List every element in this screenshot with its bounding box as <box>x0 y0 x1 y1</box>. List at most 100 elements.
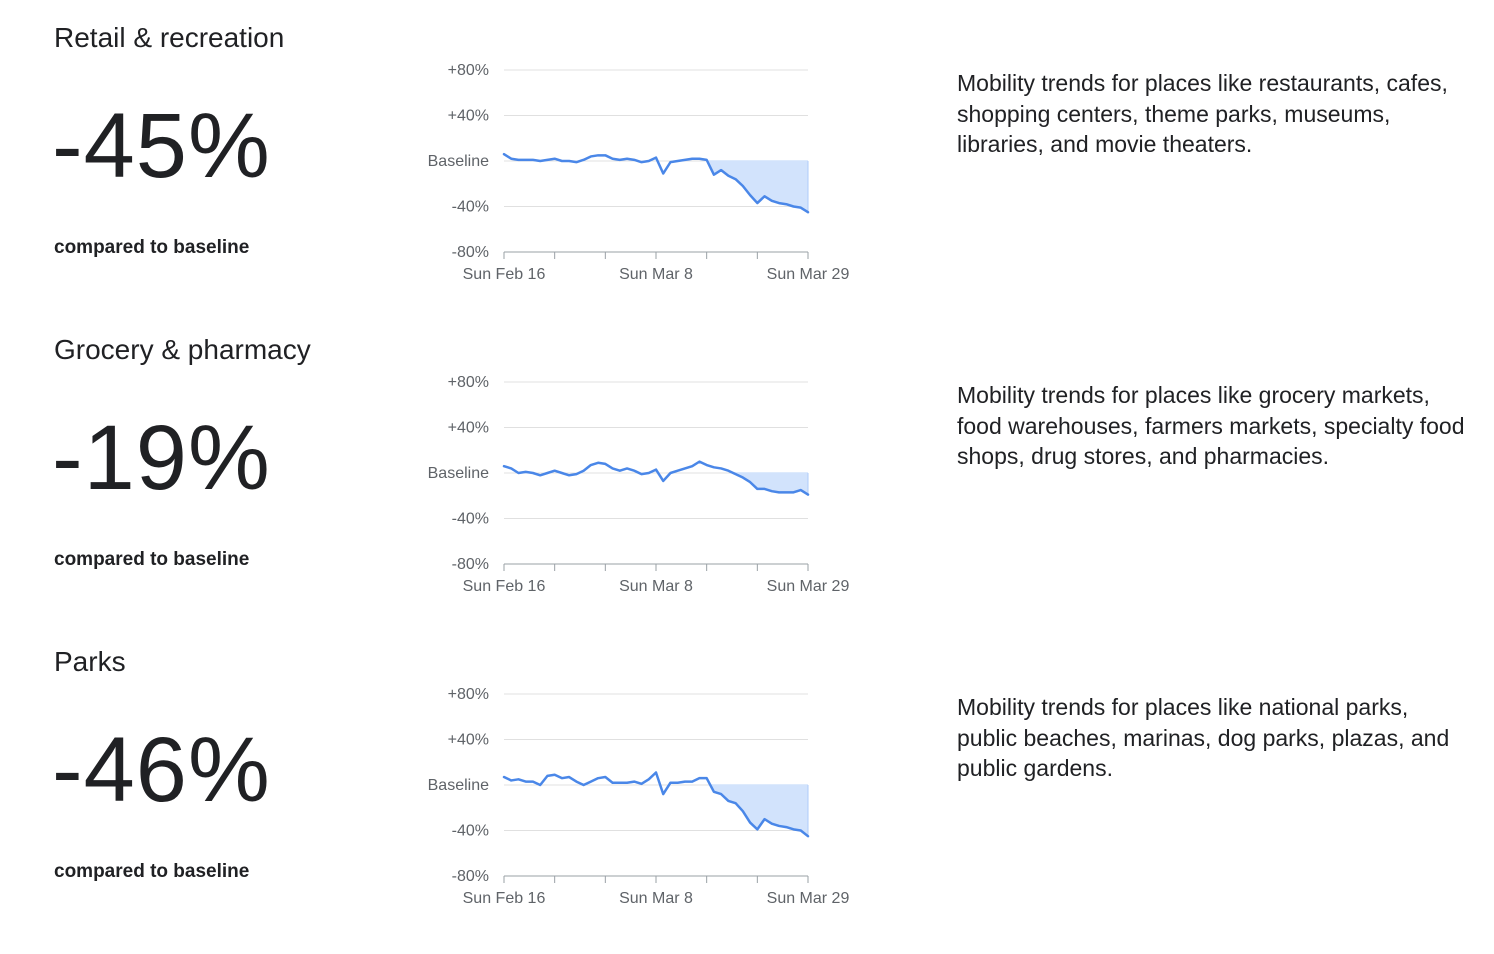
data-point <box>807 211 809 213</box>
x-tick-label: Sun Feb 16 <box>463 890 546 907</box>
data-point <box>590 780 592 782</box>
data-point <box>800 206 802 208</box>
data-point <box>597 154 599 156</box>
data-point <box>720 793 722 795</box>
below-baseline-area <box>733 473 808 495</box>
data-point <box>792 828 794 830</box>
data-point <box>553 470 555 472</box>
compared-label: compared to baseline <box>54 549 250 570</box>
section-grocery-pharmacy: Grocery & pharmacy -19% compared to base… <box>0 312 1494 624</box>
y-tick-label: -80% <box>452 244 489 261</box>
y-tick-label: -40% <box>452 823 489 840</box>
data-point <box>640 473 642 475</box>
data-point <box>633 780 635 782</box>
data-point <box>800 829 802 831</box>
data-point <box>539 160 541 162</box>
data-point <box>626 158 628 160</box>
data-point <box>771 200 773 202</box>
data-point <box>633 159 635 161</box>
x-tick-label: Sun Mar 8 <box>619 266 693 283</box>
data-point <box>517 159 519 161</box>
data-point <box>713 466 715 468</box>
data-point <box>597 777 599 779</box>
data-point <box>525 159 527 161</box>
data-point <box>575 161 577 163</box>
data-point <box>633 470 635 472</box>
data-point <box>611 467 613 469</box>
y-tick-label: +80% <box>448 374 489 391</box>
x-tick-label: Sun Mar 29 <box>767 578 850 595</box>
data-point <box>691 158 693 160</box>
category-title: Grocery & pharmacy <box>54 334 311 365</box>
data-point <box>525 471 527 473</box>
data-point <box>568 160 570 162</box>
data-point <box>669 782 671 784</box>
series-line <box>502 460 810 496</box>
percent-change: -46% <box>52 719 271 821</box>
x-tick-label: Sun Feb 16 <box>463 578 546 595</box>
data-point <box>749 194 751 196</box>
data-point <box>510 467 512 469</box>
data-point <box>778 825 780 827</box>
data-point <box>756 202 758 204</box>
data-point <box>517 472 519 474</box>
data-point <box>691 780 693 782</box>
y-tick-label: -40% <box>452 511 489 528</box>
data-point <box>742 810 744 812</box>
data-point <box>785 203 787 205</box>
below-baseline-area <box>707 161 808 213</box>
data-point <box>553 158 555 160</box>
data-point <box>771 490 773 492</box>
data-point <box>604 154 606 156</box>
compared-label: compared to baseline <box>54 237 250 258</box>
data-point <box>582 784 584 786</box>
y-tick-label: +40% <box>448 108 489 125</box>
data-point <box>727 175 729 177</box>
data-point <box>604 776 606 778</box>
data-point <box>677 160 679 162</box>
data-point <box>785 826 787 828</box>
data-point <box>561 160 563 162</box>
data-point <box>532 159 534 161</box>
data-point <box>698 777 700 779</box>
data-point <box>655 771 657 773</box>
data-point <box>640 783 642 785</box>
data-point <box>561 472 563 474</box>
data-point <box>778 491 780 493</box>
y-tick-label: Baseline <box>428 153 489 170</box>
data-point <box>662 480 664 482</box>
data-point <box>626 467 628 469</box>
below-baseline-area <box>710 785 808 837</box>
data-point <box>669 161 671 163</box>
mobility-chart: +80% +40% Baseline -40% -80% Sun Feb 16 Sun Ma… <box>428 686 850 907</box>
y-tick-label: +40% <box>448 732 489 749</box>
category-description: Mobility trends for places like restaura… <box>957 70 1448 157</box>
data-point <box>778 202 780 204</box>
data-point <box>677 470 679 472</box>
data-point <box>611 158 613 160</box>
data-point <box>742 185 744 187</box>
data-point <box>698 460 700 462</box>
section-retail-recreation: Retail & recreation -45% compared to bas… <box>0 0 1494 312</box>
data-point <box>669 472 671 474</box>
data-point <box>756 828 758 830</box>
data-point <box>568 474 570 476</box>
data-point <box>807 835 809 837</box>
data-point <box>503 776 505 778</box>
data-point <box>727 470 729 472</box>
data-point <box>792 491 794 493</box>
data-point <box>691 465 693 467</box>
data-point <box>713 791 715 793</box>
data-point <box>763 818 765 820</box>
data-point <box>582 470 584 472</box>
data-point <box>546 159 548 161</box>
category-title: Retail & recreation <box>54 22 285 53</box>
data-point <box>611 782 613 784</box>
data-point <box>684 780 686 782</box>
category-description: Mobility trends for places like grocery … <box>957 382 1465 469</box>
data-point <box>503 153 505 155</box>
y-tick-label: +80% <box>448 62 489 79</box>
data-point <box>655 156 657 158</box>
data-point <box>619 159 621 161</box>
y-tick-label: Baseline <box>428 777 489 794</box>
